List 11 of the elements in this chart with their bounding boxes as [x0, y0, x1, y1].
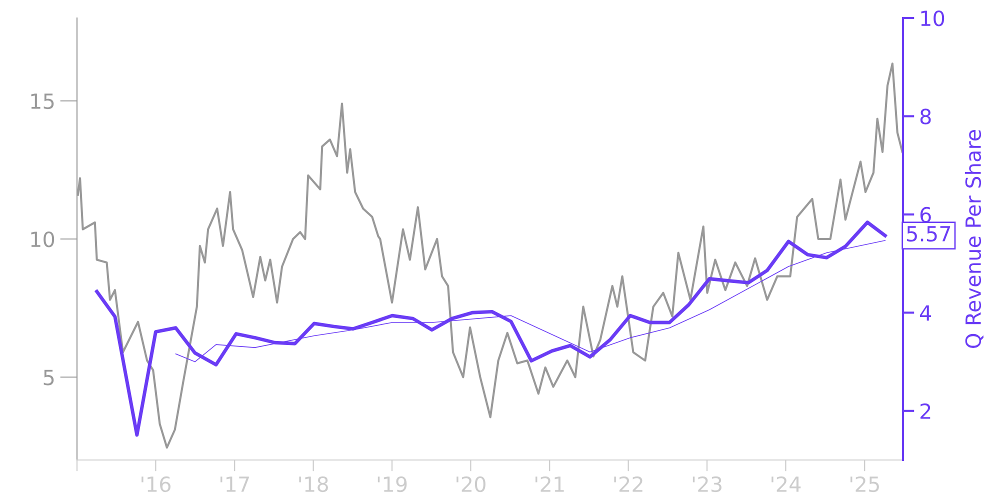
y-tick-label: 15 — [31, 94, 54, 110]
y-tick-label: 10 — [31, 231, 54, 248]
y2-axis-title: Q Revenue Per Share — [964, 130, 984, 348]
y-tick-label: 5 — [44, 370, 54, 386]
y2-tick-label: 8 — [920, 108, 931, 124]
y2-tick-label: 2 — [920, 403, 930, 419]
y2-tick-label: 10 — [921, 10, 944, 26]
line-series — [95, 220, 887, 437]
y2-tick-label: 4 — [920, 305, 932, 321]
text: 5.57 — [907, 226, 950, 242]
y2-tick-label: 6 — [920, 206, 931, 223]
